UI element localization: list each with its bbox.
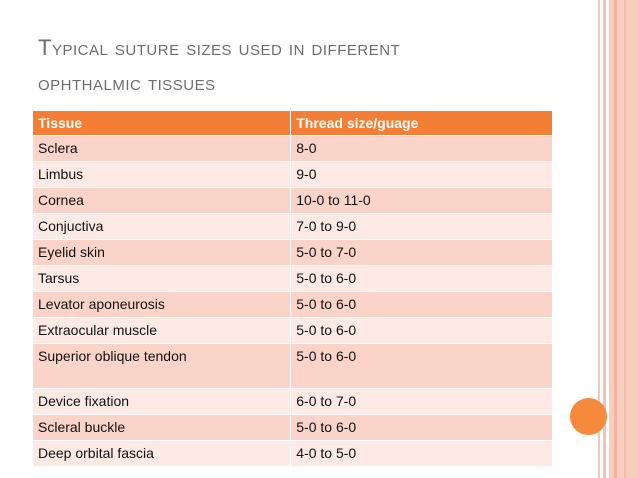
table-header-row: Tissue Thread size/guage xyxy=(33,111,553,136)
table-row: Scleral buckle 5-0 to 6-0 xyxy=(33,414,553,441)
tissue-cell: Tarsus xyxy=(33,265,292,292)
decorative-stripe xyxy=(603,0,606,478)
thread-size-cell: 5-0 to 6-0 xyxy=(290,291,553,318)
table-row: Superior oblique tendon 5-0 to 6-0 xyxy=(33,343,553,389)
table-body: Sclera 8-0 Limbus 9-0 Cornea 10-0 to 11-0 Conj… xyxy=(33,135,553,467)
column-header-tissue: Tissue xyxy=(33,111,292,136)
decorative-stripe xyxy=(624,0,626,478)
column-header-thread-size: Thread size/guage xyxy=(290,111,553,136)
table-row: Levator aponeurosis 5-0 to 6-0 xyxy=(33,291,553,318)
thread-size-cell: 8-0 xyxy=(290,135,553,162)
tissue-cell: Conjuctiva xyxy=(33,213,292,240)
tissue-cell: Superior oblique tendon xyxy=(33,343,292,389)
decorative-stripe xyxy=(609,0,638,478)
thread-size-cell: 6-0 to 7-0 xyxy=(290,388,553,415)
tissue-cell: Extraocular muscle xyxy=(33,317,292,344)
tissue-cell: Limbus xyxy=(33,161,292,188)
table-row: Sclera 8-0 xyxy=(33,135,553,162)
table-row: Extraocular muscle 5-0 to 6-0 xyxy=(33,317,553,344)
thread-size-cell: 5-0 to 6-0 xyxy=(290,317,553,344)
tissue-cell: Device fixation xyxy=(33,388,292,415)
decorative-stripe xyxy=(598,0,600,478)
tissue-cell: Scleral buckle xyxy=(33,414,292,441)
thread-size-cell: 4-0 to 5-0 xyxy=(290,440,553,467)
thread-size-cell: 5-0 to 6-0 xyxy=(290,265,553,292)
suture-sizes-table: Tissue Thread size/guage Sclera 8-0 Limbus… xyxy=(33,111,553,467)
thread-size-cell: 5-0 to 6-0 xyxy=(290,414,553,441)
decorative-stripe xyxy=(614,0,617,478)
table-row: Limbus 9-0 xyxy=(33,161,553,188)
table-row: Device fixation 6-0 to 7-0 xyxy=(33,388,553,415)
table-row: Deep orbital fascia 4-0 to 5-0 xyxy=(33,440,553,467)
thread-size-cell: 5-0 to 6-0 xyxy=(290,343,553,389)
thread-size-cell: 5-0 to 7-0 xyxy=(290,239,553,266)
thread-size-cell: 7-0 to 9-0 xyxy=(290,213,553,240)
slide-title-line-2: ophthalmic tissues xyxy=(38,70,216,95)
table-row: Tarsus 5-0 to 6-0 xyxy=(33,265,553,292)
accent-circle xyxy=(570,398,607,435)
tissue-cell: Sclera xyxy=(33,135,292,162)
thread-size-cell: 9-0 xyxy=(290,161,553,188)
tissue-cell: Cornea xyxy=(33,187,292,214)
table-row: Conjuctiva 7-0 to 9-0 xyxy=(33,213,553,240)
slide-title-line-1: Typical suture sizes used in different xyxy=(38,35,401,60)
slide-title: Typical suture sizes used in different o… xyxy=(38,30,578,100)
tissue-cell: Levator aponeurosis xyxy=(33,291,292,318)
table-row: Cornea 10-0 to 11-0 xyxy=(33,187,553,214)
tissue-cell: Deep orbital fascia xyxy=(33,440,292,467)
table-row: Eyelid skin 5-0 to 7-0 xyxy=(33,239,553,266)
tissue-cell: Eyelid skin xyxy=(33,239,292,266)
thread-size-cell: 10-0 to 11-0 xyxy=(290,187,553,214)
